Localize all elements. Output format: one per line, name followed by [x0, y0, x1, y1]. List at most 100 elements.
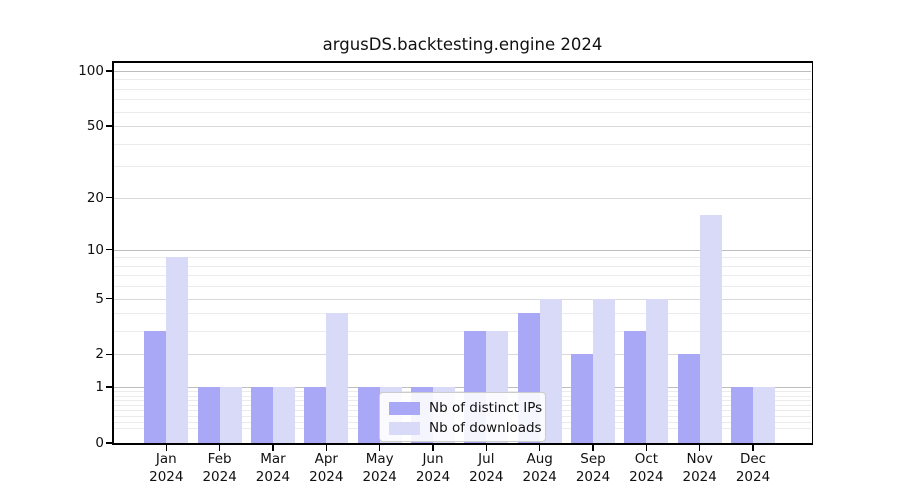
x-tick-month: Oct — [634, 451, 659, 467]
gridline-minor — [114, 257, 811, 259]
gridline-minor — [114, 111, 811, 113]
x-tick-year: 2024 — [255, 469, 291, 485]
legend-item-distinct-ips: Nb of distinct IPs — [389, 398, 542, 418]
x-tick-year: 2024 — [469, 469, 504, 485]
x-tick-mark — [272, 444, 274, 451]
x-tick-month: Mar — [260, 451, 286, 467]
legend-item-downloads: Nb of downloads — [389, 418, 542, 438]
y-tick-label: 20 — [86, 189, 104, 206]
gridline-minor — [114, 391, 811, 393]
bar-downloads — [646, 298, 669, 443]
legend-swatch-distinct-ips — [389, 401, 420, 415]
x-tick-year: 2024 — [362, 469, 397, 485]
gridline-major — [114, 70, 811, 72]
y-tick-label: 5 — [95, 290, 104, 307]
y-tick-mark — [106, 386, 112, 388]
y-tick-mark — [106, 196, 112, 199]
x-tick-label: Apr 2024 — [294, 450, 358, 486]
x-tick-mark — [752, 444, 754, 451]
x-tick-month: Jan — [155, 451, 177, 467]
x-tick-year: 2024 — [149, 469, 184, 485]
x-tick-label: Mar 2024 — [241, 450, 305, 486]
gridline-labeled — [114, 197, 811, 199]
gridline-major — [114, 387, 811, 389]
x-tick-label: Jan 2024 — [134, 450, 198, 486]
legend-label-distinct-ips: Nb of distinct IPs — [429, 400, 543, 416]
y-tick-mark — [106, 70, 112, 72]
y-tick-label: 50 — [86, 118, 104, 135]
x-tick-mark — [325, 444, 327, 451]
gridline-minor — [114, 313, 811, 315]
gridline-labeled — [114, 298, 811, 300]
bar-downloads — [272, 387, 295, 443]
x-tick-label: Aug 2024 — [508, 450, 572, 486]
chart-title: argusDS.backtesting.engine 2024 — [322, 35, 603, 54]
x-tick-month: Sep — [580, 451, 606, 467]
x-tick-month: May — [365, 451, 394, 467]
x-tick-mark — [538, 444, 541, 451]
bar-downloads — [219, 387, 242, 443]
bar-downloads — [593, 298, 616, 443]
x-tick-year: 2024 — [629, 469, 664, 485]
x-tick-mark — [645, 444, 648, 451]
x-tick-year: 2024 — [522, 469, 557, 485]
bar-distinct-ips — [624, 331, 647, 443]
x-tick-mark — [432, 444, 434, 451]
gridline-minor — [114, 265, 811, 267]
x-tick-label: Dec 2024 — [721, 450, 785, 486]
x-tick-month: Jul — [478, 451, 495, 467]
x-tick-year: 2024 — [202, 469, 237, 485]
x-tick-year: 2024 — [575, 469, 611, 485]
x-tick-month: Aug — [526, 451, 553, 467]
legend-swatch-downloads — [389, 421, 420, 435]
legend: Nb of distinct IPs Nb of downloads — [379, 392, 546, 442]
x-tick-label: Oct 2024 — [614, 450, 678, 486]
gridline-minor — [114, 99, 811, 101]
y-tick-label: 100 — [78, 62, 104, 79]
x-tick-label: Nov 2024 — [668, 450, 732, 486]
y-tick-mark — [106, 353, 112, 356]
gridline-minor — [114, 166, 811, 168]
x-tick-label: Feb 2024 — [188, 450, 252, 486]
gridline-minor — [114, 143, 811, 145]
gridline-minor — [114, 275, 811, 277]
x-tick-month: Nov — [686, 451, 713, 467]
bar-distinct-ips — [304, 387, 327, 443]
x-tick-mark — [699, 444, 701, 451]
axis-spine-top — [112, 61, 813, 63]
bar-distinct-ips — [357, 387, 380, 443]
bar-downloads — [699, 214, 722, 443]
x-tick-label: Jul 2024 — [454, 450, 518, 486]
bar-distinct-ips — [144, 331, 167, 443]
x-tick-label: Sep 2024 — [561, 450, 625, 486]
x-tick-label: May 2024 — [348, 450, 412, 486]
x-tick-year: 2024 — [682, 469, 717, 485]
bar-distinct-ips — [197, 387, 220, 443]
bar-downloads — [166, 257, 189, 443]
y-tick-label: 1 — [95, 379, 104, 396]
legend-label-downloads: Nb of downloads — [429, 420, 542, 436]
axis-spine-left — [112, 61, 114, 444]
bar-distinct-ips — [250, 387, 273, 443]
x-tick-label: Jun 2024 — [401, 450, 465, 486]
x-tick-month: Jun — [422, 451, 444, 467]
x-tick-mark — [485, 444, 488, 451]
gridline-minor — [114, 79, 811, 81]
x-tick-year: 2024 — [735, 469, 771, 485]
bar-downloads — [326, 313, 349, 443]
axis-spine-right — [811, 61, 813, 444]
y-tick-mark — [106, 297, 112, 300]
y-tick-label: 2 — [95, 346, 104, 363]
x-tick-mark — [378, 444, 381, 451]
gridline-labeled — [114, 126, 811, 128]
bar-downloads — [753, 387, 776, 443]
axis-spine-bottom — [112, 443, 813, 445]
y-tick-label: 0 — [95, 435, 104, 451]
y-tick-mark — [106, 249, 112, 251]
x-tick-mark — [165, 444, 167, 451]
gridline-minor — [114, 331, 811, 333]
x-tick-mark — [592, 444, 594, 451]
gridline-minor — [114, 286, 811, 288]
bar-distinct-ips — [677, 354, 700, 443]
